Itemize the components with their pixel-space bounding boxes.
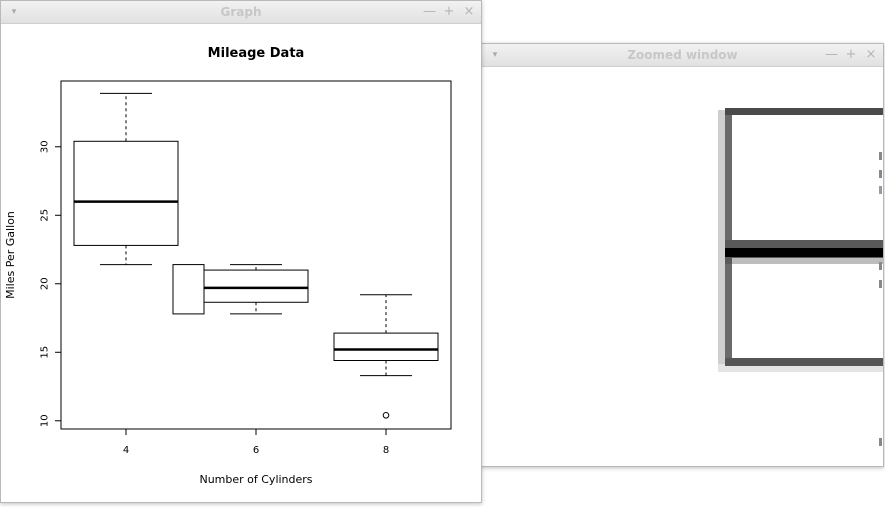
zoom-text-fragment	[879, 186, 882, 194]
box-iqr	[203, 269, 309, 303]
zoom-text-fragment	[879, 262, 882, 270]
minimize-icon[interactable]: —	[423, 4, 436, 19]
zoom-box-bottom-edge	[725, 358, 883, 366]
zoom-text-fragment	[879, 170, 882, 178]
x-tick-label: 6	[253, 445, 259, 456]
y-tick-label: 30	[40, 140, 51, 153]
selection-rectangle	[172, 264, 205, 315]
zoom-median-line	[725, 248, 883, 257]
zoom-text-fragment	[879, 152, 882, 160]
x-tick-label: 4	[123, 445, 129, 456]
maximize-icon[interactable]: +	[443, 4, 455, 19]
close-icon[interactable]: ×	[463, 4, 475, 19]
maximize-icon[interactable]: +	[845, 47, 857, 62]
zoom-shadow-bottom	[718, 364, 883, 372]
zoom-shadow-left	[718, 110, 726, 367]
y-tick-label: 25	[40, 209, 51, 222]
zoomed-window: ▾ Zoomed window — + ×	[481, 43, 884, 467]
zoom-box-left-edge	[725, 108, 732, 366]
graph-window: ▾ Graph — + × Mileage Data 10 15 20 25 30 4 6 8 N…	[0, 0, 482, 503]
zoom-box-top-edge	[725, 108, 883, 115]
zoom-text-fragment	[879, 438, 882, 446]
y-tick-label: 15	[40, 346, 51, 359]
box-iqr	[73, 140, 179, 246]
zoom-text-fragment	[879, 280, 882, 288]
close-icon[interactable]: ×	[865, 47, 877, 62]
window-menu-icon[interactable]: ▾	[492, 50, 498, 60]
zoom-titlebar[interactable]: ▾ Zoomed window — + ×	[482, 44, 883, 67]
chart-title: Mileage Data	[208, 46, 305, 61]
minimize-icon[interactable]: —	[825, 47, 838, 62]
x-tick-label: 8	[383, 445, 389, 456]
window-title: Graph	[220, 5, 262, 19]
y-tick-label: 10	[40, 414, 51, 427]
y-axis-label: Miles Per Gallon	[4, 211, 17, 299]
box-iqr	[333, 332, 439, 361]
zoom-band-light	[732, 258, 883, 264]
graph-titlebar[interactable]: ▾ Graph — + ×	[1, 1, 481, 24]
zoom-view	[718, 108, 883, 446]
plot-frame	[60, 80, 452, 430]
x-axis-label: Number of Cylinders	[199, 473, 312, 486]
window-menu-icon[interactable]: ▾	[11, 7, 17, 17]
outlier-point	[382, 411, 390, 419]
y-tick-label: 20	[40, 277, 51, 290]
window-title: Zoomed window	[627, 48, 738, 62]
boxplot-chart[interactable]: Mileage Data 10 15 20 25 30 4 6 8 Number of Cylin…	[1, 23, 481, 502]
